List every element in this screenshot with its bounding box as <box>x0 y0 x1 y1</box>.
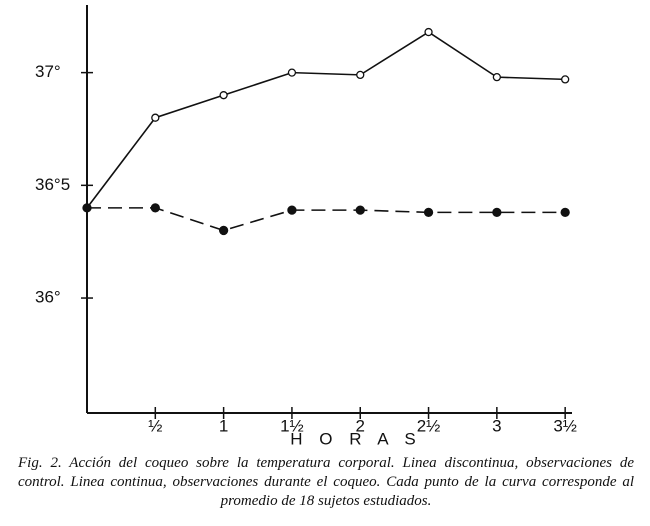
data-point <box>151 113 160 122</box>
x-tick-label: 1½ <box>280 416 304 435</box>
series-line <box>86 31 566 209</box>
y-tick-label: 36°5 <box>35 175 70 194</box>
x-tick-label: 3 <box>492 416 501 435</box>
x-tick-label: 2½ <box>417 416 441 435</box>
data-point <box>560 207 570 218</box>
data-point <box>423 207 434 218</box>
y-tick-label: 37° <box>35 62 61 81</box>
chart: H O R A S 36° 36°5 37° ½ 1 1½ 2 2½ 3 3½ <box>35 5 577 445</box>
data-point <box>561 75 570 84</box>
x-axis-title: H O R A S <box>290 429 421 445</box>
y-tick-label: 36° <box>35 288 61 307</box>
x-tick-label: 3½ <box>553 416 577 435</box>
data-point <box>219 91 228 100</box>
data-point <box>82 203 92 213</box>
x-tick-label: ½ <box>148 416 162 435</box>
data-point <box>355 205 365 215</box>
data-point <box>356 70 365 80</box>
data-point <box>424 27 433 37</box>
x-tick-label: 1 <box>219 416 228 435</box>
data-point <box>492 207 502 218</box>
data-point <box>492 72 502 82</box>
data-point <box>287 205 297 215</box>
data-point <box>287 68 297 77</box>
data-point <box>218 225 229 236</box>
x-tick-label: 2 <box>356 416 365 435</box>
series-line <box>87 207 566 232</box>
figure-caption: Fig. 2. Acción del coqueo sobre la tempe… <box>18 455 634 509</box>
data-point <box>150 203 160 213</box>
